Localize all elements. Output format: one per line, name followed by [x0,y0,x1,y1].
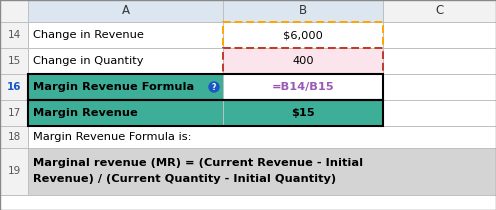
Bar [28,100,223,126]
Text: $15: $15 [291,108,315,118]
Text: 19: 19 [7,167,21,176]
Text: 17: 17 [7,108,21,118]
Bar [0,22,28,48]
Text: ?: ? [212,83,216,92]
Text: C: C [435,4,443,17]
Bar [0,48,28,74]
Bar [223,22,383,48]
Text: Margin Revenue Formula is:: Margin Revenue Formula is: [33,132,191,142]
Text: B: B [299,4,307,17]
Bar [28,126,496,148]
Bar [28,48,223,74]
Bar [383,22,496,48]
Bar [28,74,383,100]
Text: 15: 15 [7,56,21,66]
Bar [28,148,496,195]
Text: Marginal revenue (MR) = (Current Revenue - Initial: Marginal revenue (MR) = (Current Revenue… [33,158,363,168]
Bar [28,74,223,100]
Bar [383,100,496,126]
Bar [0,148,28,195]
Bar [223,74,383,100]
Bar [0,100,28,126]
Text: 400: 400 [292,56,314,66]
Bar [223,22,383,48]
Text: 18: 18 [7,132,21,142]
Text: Revenue) / (Current Quantity - Initial Quantity): Revenue) / (Current Quantity - Initial Q… [33,175,336,185]
Bar [28,0,223,22]
Bar [223,100,383,126]
Text: =B14/B15: =B14/B15 [272,82,334,92]
Bar [383,74,496,100]
Text: Change in Quantity: Change in Quantity [33,56,143,66]
Bar [0,74,28,100]
Bar [28,100,383,126]
Bar [383,0,496,22]
Bar [383,48,496,74]
Text: Margin Revenue: Margin Revenue [33,108,138,118]
Text: A: A [122,4,129,17]
Bar [223,0,383,22]
Circle shape [209,82,219,92]
Bar [223,48,383,74]
Text: 14: 14 [7,30,21,40]
Bar [0,0,28,22]
Bar [223,48,383,74]
Text: Change in Revenue: Change in Revenue [33,30,144,40]
Text: Margin Revenue Formula: Margin Revenue Formula [33,82,194,92]
Bar [28,22,223,48]
Text: 16: 16 [7,82,21,92]
Bar [0,126,28,148]
Text: $6,000: $6,000 [283,30,323,40]
